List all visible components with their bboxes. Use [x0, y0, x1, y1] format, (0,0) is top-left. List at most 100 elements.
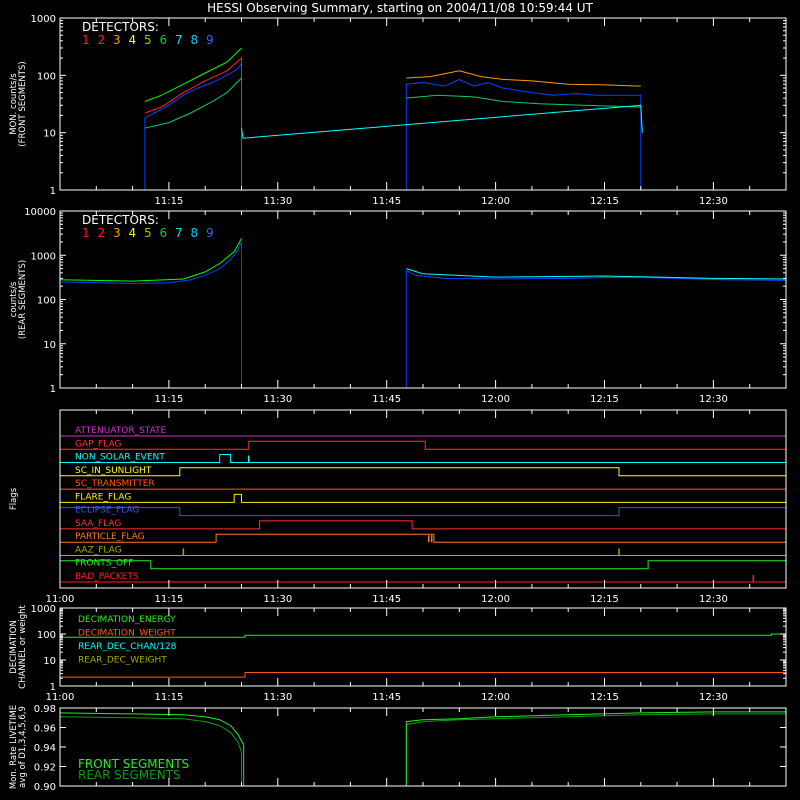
rear-ytick-label: 100: [37, 296, 56, 307]
decimation-ylabel: DECIMATION: [9, 620, 19, 674]
livetime-ytick-label: 0.96: [34, 724, 56, 735]
front-ytick-label: 100: [37, 71, 56, 82]
rear-legend-digit-9: 9: [206, 226, 214, 240]
flag-line-6: [60, 507, 786, 517]
front-ytick-label: 1: [50, 186, 56, 197]
front-xtick-label: 12:30: [699, 196, 728, 207]
rear-legend-digit-4: 4: [129, 226, 137, 240]
flags-xtick-label: 11:00: [46, 594, 75, 605]
figure-title: HESSI Observing Summary, starting on 200…: [207, 1, 593, 15]
livetime-ylabel: Mon. Rate LIVETIME: [9, 705, 19, 789]
flag-label-11: BAD_PACKETS: [75, 572, 139, 582]
flag-label-3: SC_IN_SUNLIGHT: [75, 466, 152, 476]
livetime-legend-1: REAR SEGMENTS: [78, 768, 181, 782]
front-series-0: [60, 61, 786, 191]
rear-legend-digit-7: 7: [175, 226, 183, 240]
front-series-1: [144, 56, 242, 190]
livetime-ytick-label: 0.94: [34, 743, 56, 754]
flags-xtick-label: 11:30: [263, 594, 292, 605]
front-series-2: [144, 47, 242, 102]
rear-legend-digit-2: 2: [98, 226, 106, 240]
flag-line-5: [60, 493, 786, 503]
front-xtick-label: 11:30: [263, 196, 292, 207]
flag-label-9: AAZ_FLAG: [75, 545, 122, 555]
flag-label-5: FLARE_FLAG: [75, 492, 131, 502]
front-xtick-label: 12:15: [590, 196, 619, 207]
decimation-xtick-label: 12:15: [590, 692, 619, 703]
rear-series-2: [406, 268, 787, 280]
front-legend-digit-4: 4: [129, 33, 137, 47]
livetime-ytick-label: 0.92: [34, 763, 56, 774]
front-xtick-label: 12:00: [481, 196, 510, 207]
flag-label-2: NON_SOLAR_EVENT: [75, 453, 165, 463]
front-legend-digit-8: 8: [191, 33, 199, 47]
decimation-xtick-label: 11:15: [154, 692, 183, 703]
decimation-ytick-label: 1000: [31, 604, 56, 615]
livetime-ytick-label: 0.90: [34, 782, 56, 793]
front-legend-digit-5: 5: [144, 33, 152, 47]
front-legend-digit-3: 3: [113, 33, 121, 47]
decimation-xtick-label: 11:45: [372, 692, 401, 703]
front-legend-digit-7: 7: [175, 33, 183, 47]
flag-line-3: [60, 467, 786, 477]
flags-xtick-label: 12:30: [699, 594, 728, 605]
rear-legend-title: DETECTORS:: [82, 213, 159, 227]
flags-xtick-label: 11:15: [154, 594, 183, 605]
rear-series-1: [59, 238, 242, 282]
rear-legend-digit-8: 8: [191, 226, 199, 240]
front-ylabel: (FRONT SEGMENTS): [18, 61, 28, 146]
rear-ytick-label: 10000: [24, 207, 56, 218]
front-legend-digit-1: 1: [82, 33, 90, 47]
decimation-legend-2: REAR_DEC_CHAN/128: [78, 642, 177, 652]
flags-xtick-label: 11:45: [372, 594, 401, 605]
decimation-xtick-label: 12:30: [699, 692, 728, 703]
decimation-ylabel: CHANNEL or weight: [18, 604, 28, 688]
decimation-legend-0: DECIMATION_ENERGY: [78, 615, 176, 625]
flag-line-10: [60, 560, 786, 570]
front-series-6: [241, 104, 643, 139]
decimation-ytick-label: 1: [50, 682, 56, 693]
flag-line-8: [60, 533, 786, 543]
flag-line-2: [60, 454, 786, 463]
livetime-legend-0: FRONT SEGMENTS: [78, 757, 189, 771]
front-series-3: [144, 77, 242, 129]
rear-legend-digit-3: 3: [113, 226, 121, 240]
rear-ytick-label: 1: [50, 384, 56, 395]
rear-xtick-label: 12:30: [699, 394, 728, 405]
front-xtick-label: 11:15: [154, 196, 183, 207]
rear-ylabel: (REAR SEGMENTS): [18, 260, 28, 339]
front-legend-digit-2: 2: [98, 33, 106, 47]
rear-xtick-label: 12:15: [590, 394, 619, 405]
flag-line-7: [60, 520, 786, 530]
flag-label-1: GAP_FLAG: [75, 439, 121, 449]
decimation-legend-1: DECIMATION_WEIGHT: [78, 629, 176, 639]
decimation-xtick-label: 11:30: [263, 692, 292, 703]
flags-ylabel: Flags: [9, 487, 19, 510]
front-legend-title: DETECTORS:: [82, 20, 159, 34]
flag-label-0: ATTENUATOR_STATE: [75, 426, 167, 436]
front-xtick-label: 11:45: [372, 196, 401, 207]
rear-xtick-label: 11:30: [263, 394, 292, 405]
flag-label-8: PARTICLE_FLAG: [75, 532, 145, 542]
front-series-5: [406, 94, 641, 108]
front-ytick-label: 10: [43, 129, 56, 140]
rear-ylabel: counts/s: [9, 281, 19, 317]
rear-legend-digit-6: 6: [160, 226, 168, 240]
front-ylabel: MON. counts/s: [9, 73, 19, 135]
rear-xtick-label: 11:15: [154, 394, 183, 405]
flag-label-6: ECLIPSE_FLAG: [75, 506, 139, 516]
flag-line-1: [60, 440, 786, 450]
front-legend-digit-9: 9: [206, 33, 214, 47]
decimation-series-1: [60, 672, 786, 678]
flag-label-7: SAA_FLAG: [75, 519, 121, 529]
decimation-xtick-label: 11:00: [46, 692, 75, 703]
flags-xtick-label: 12:15: [590, 594, 619, 605]
rear-legend-digit-5: 5: [144, 226, 152, 240]
decimation-legend-3: REAR_DEC_WEIGHT: [78, 656, 167, 666]
decimation-ytick-label: 10: [43, 656, 56, 667]
decimation-xtick-label: 12:00: [481, 692, 510, 703]
livetime-ylabel: avg of D1,3,4,5,6,9: [18, 706, 28, 788]
front-ytick-label: 1000: [31, 14, 56, 25]
flag-label-4: SC_TRANSMITTER: [75, 479, 155, 489]
flags-xtick-label: 12:00: [481, 594, 510, 605]
